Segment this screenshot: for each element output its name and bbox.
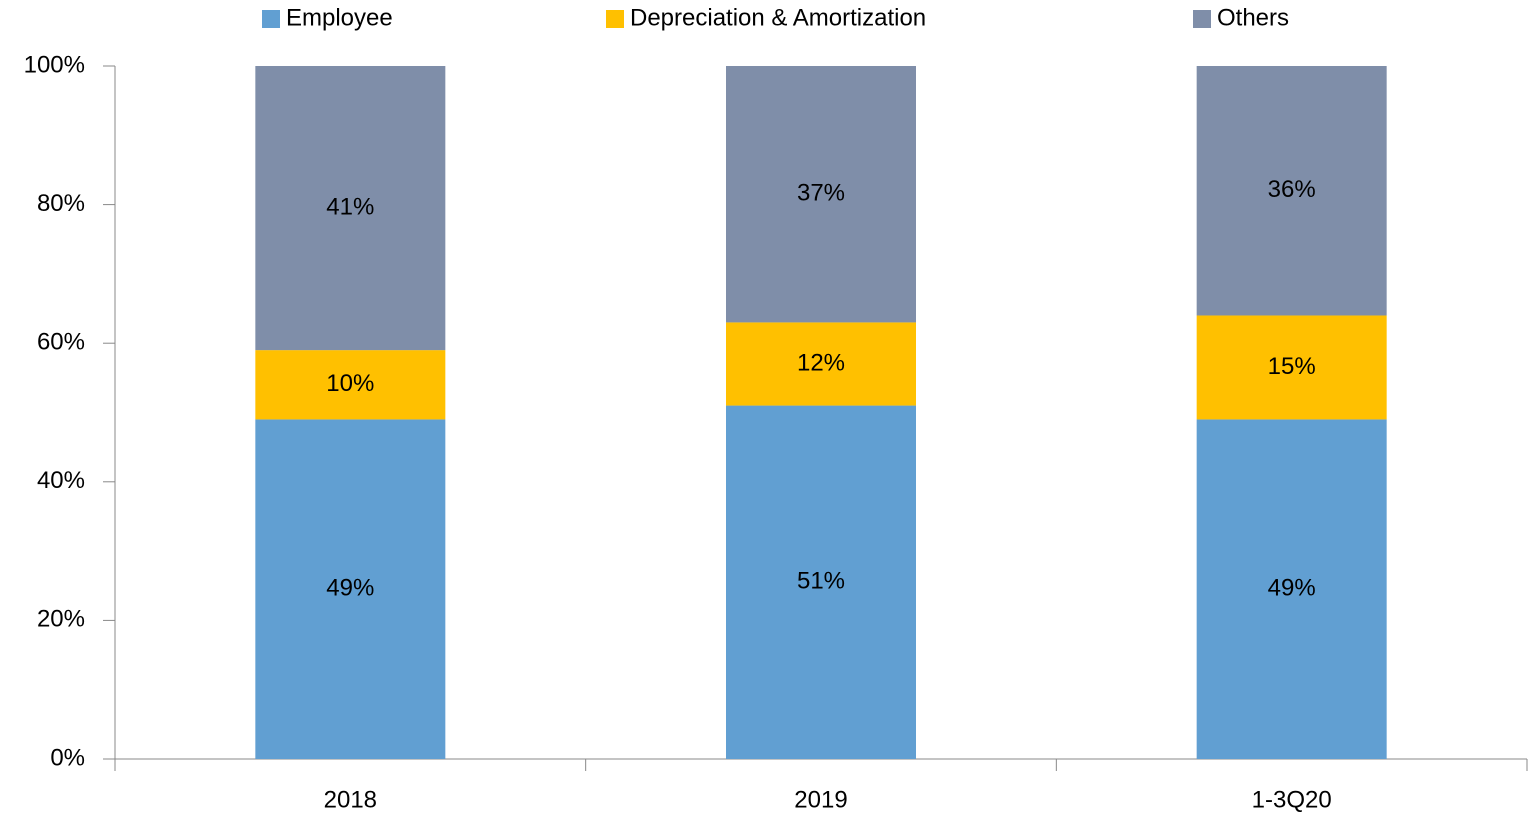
- data-label: 36%: [1268, 176, 1316, 203]
- bar-segment: [726, 322, 916, 406]
- data-label: 49%: [1268, 575, 1316, 602]
- data-label: 51%: [797, 568, 845, 595]
- bar-segment: [1196, 419, 1387, 759]
- data-label: 41%: [326, 193, 374, 220]
- bar-segment: [726, 405, 916, 759]
- legend-label: Depreciation & Amortization: [630, 4, 926, 31]
- legend-swatch: [262, 10, 280, 28]
- y-tick-label: 100%: [24, 51, 85, 78]
- y-tick-label: 0%: [50, 744, 85, 771]
- x-tick-label: 2019: [794, 786, 847, 813]
- bar-segment: [726, 66, 916, 323]
- y-tick-label: 40%: [37, 467, 85, 494]
- bar-segment: [255, 66, 446, 351]
- y-tick-label: 20%: [37, 606, 85, 633]
- data-label: 49%: [326, 575, 374, 602]
- bar-segment: [1196, 315, 1387, 420]
- legend-swatch: [606, 10, 624, 28]
- data-label: 10%: [326, 370, 374, 397]
- data-label: 12%: [797, 349, 845, 376]
- bar-segment: [1196, 66, 1387, 316]
- legend-label: Employee: [286, 4, 393, 31]
- data-label: 37%: [797, 180, 845, 207]
- data-label: 15%: [1268, 353, 1316, 380]
- legend-swatch: [1193, 10, 1211, 28]
- y-tick-label: 60%: [37, 329, 85, 356]
- x-tick-label: 1-3Q20: [1252, 786, 1332, 813]
- bar-segment: [255, 350, 446, 420]
- x-tick-label: 2018: [324, 786, 377, 813]
- bar-segment: [255, 419, 446, 759]
- y-tick-label: 80%: [37, 190, 85, 217]
- legend-label: Others: [1217, 4, 1289, 31]
